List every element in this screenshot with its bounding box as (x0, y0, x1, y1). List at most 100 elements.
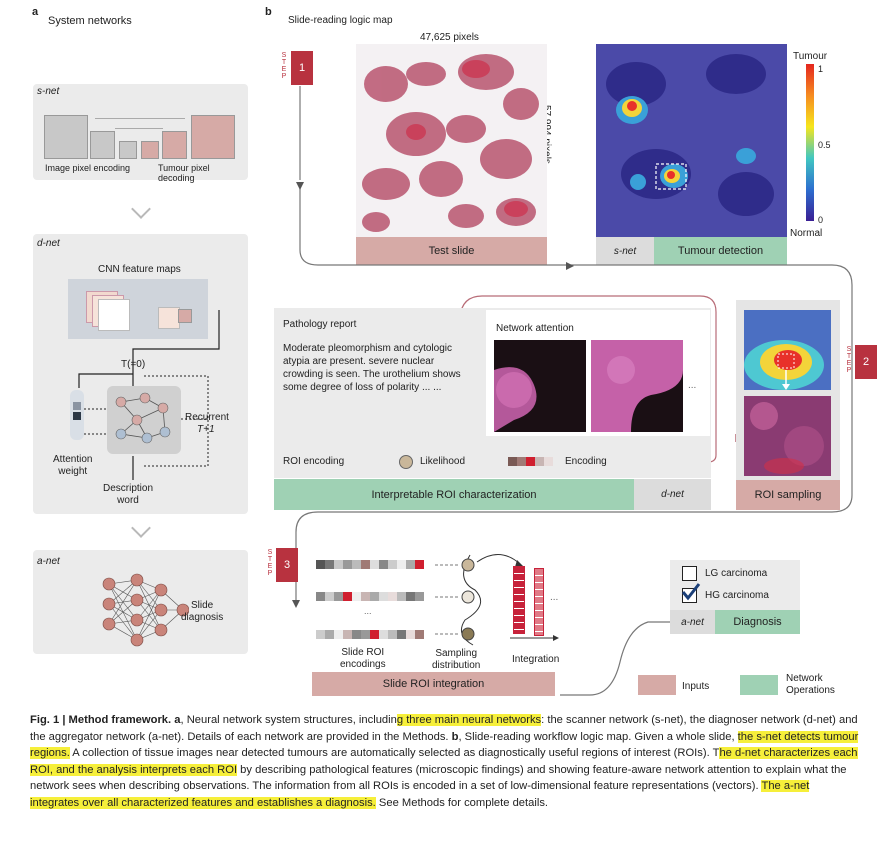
enc-cell (379, 630, 388, 639)
enc-cell (544, 457, 553, 466)
legend-inputs-label: Inputs (682, 681, 710, 692)
slide-roi-integration-label: Slide ROI integration (312, 672, 555, 696)
encoding-label: Encoding (565, 456, 607, 467)
caption-a: a (174, 714, 181, 726)
roi-encoding-row (316, 592, 424, 601)
recurrent-label: Recurrent (185, 412, 229, 423)
test-slide-image (356, 44, 547, 237)
diagnosis-label: Diagnosis (715, 610, 800, 634)
sampling-diagram (435, 554, 559, 646)
attention-image-1 (494, 340, 586, 432)
panel-b-title: Slide-reading logic map (288, 15, 393, 26)
enc-cell (406, 560, 415, 569)
flow-line (459, 295, 717, 463)
colorbar (806, 64, 814, 221)
caption-text: : the scanner network (s-net), the diagn… (30, 714, 858, 743)
attention-image-2 (591, 340, 683, 432)
enc-cell (388, 560, 397, 569)
lg-checkbox (682, 566, 697, 581)
integration-ellipsis: ... (550, 592, 559, 603)
enc-cell (535, 457, 544, 466)
attention-cell (73, 402, 81, 410)
snet-name: s-net (37, 86, 60, 97)
roi-encoding-label: ROI encoding (283, 456, 345, 467)
enc-cell (370, 560, 379, 569)
attention-map (607, 356, 683, 432)
anet-name: a-net (37, 556, 60, 567)
enc-cell (397, 592, 406, 601)
legend-inputs-swatch (638, 675, 676, 695)
step-1-badge: 1 (291, 51, 313, 85)
arrow-head (296, 182, 304, 190)
diagnosis-options-panel: LG carcinoma HG carcinoma (670, 560, 800, 610)
dnet-tag: d-net (634, 479, 711, 510)
legend-network-label: Network Operations (786, 673, 835, 696)
network-attention-box: Network attention ... (486, 310, 710, 436)
anet-tag: a-net (670, 610, 715, 634)
feature-map (178, 309, 192, 323)
t-plus-label: T+1 (197, 424, 215, 435)
feature-maps-box (68, 279, 208, 339)
arrow-head (292, 600, 300, 608)
hg-carcinoma-label: HG carcinoma (705, 590, 769, 601)
colorbar-tick-05: 0.5 (818, 140, 831, 150)
enc-cell (334, 592, 343, 601)
arrow-head (566, 262, 574, 270)
enc-cell (406, 592, 415, 601)
snet-panel: s-net Image pixel encoding Tumour pixel … (33, 84, 248, 183)
enc-cell (415, 560, 424, 569)
slide-roi-encodings-label: Slide ROI encodings (340, 647, 386, 670)
snet-decoder-block-1 (141, 141, 159, 159)
enc-cell (397, 630, 406, 639)
attention-weight-label: Attention weight (53, 454, 93, 477)
enc-cell (343, 592, 352, 601)
pathology-report-title: Pathology report (283, 319, 357, 330)
arrow-head (553, 635, 559, 641)
snet-tag: s-net (596, 237, 654, 265)
slide-diagnosis-label: Slide diagnosis (181, 600, 224, 623)
enc-cell (415, 592, 424, 601)
tumour-detection-label: Tumour detection (654, 237, 787, 265)
enc-cell (361, 630, 370, 639)
enc-cell (397, 560, 406, 569)
snet-decoder-block-2 (162, 131, 187, 159)
roi-encoding-row (316, 560, 424, 569)
feature-map (98, 299, 130, 331)
colorbar-bottom-label: Normal (790, 228, 823, 239)
likelihood-icon (399, 455, 413, 469)
enc-cell (316, 630, 325, 639)
enc-cell (361, 592, 370, 601)
enc-cell (352, 630, 361, 639)
roi-tissue (750, 402, 824, 474)
neural-net-icon (102, 573, 189, 647)
enc-cell (352, 592, 361, 601)
enc-cell (370, 592, 379, 601)
arrow-head (515, 560, 523, 567)
roi-box (777, 353, 795, 369)
colorbar-top-label: Tumour (793, 51, 828, 62)
sampling-distribution-label: Sampling distribution (432, 648, 481, 671)
arrow-line (476, 554, 521, 565)
enc-cell (370, 630, 379, 639)
snet-encoder-block-3 (119, 141, 137, 159)
lg-carcinoma-label: LG carcinoma (705, 568, 768, 579)
cnn-feature-maps-label: CNN feature maps (98, 264, 181, 275)
caption-b: b (451, 730, 459, 743)
enc-cell (517, 457, 526, 466)
rnn-block (107, 386, 181, 454)
rnn-graph-icon (115, 392, 171, 444)
attention-map (494, 367, 537, 432)
enc-cell (379, 560, 388, 569)
description-word-label: Description word (103, 483, 154, 506)
figure-caption: Fig. 1 | Method framework. a, Neural net… (30, 712, 860, 812)
roi-box (655, 163, 687, 190)
enc-cell (334, 560, 343, 569)
enc-cell (388, 592, 397, 601)
caption-highlight: g three main neural networks (396, 714, 542, 726)
enc-cell (361, 560, 370, 569)
attention-cell (73, 412, 81, 420)
enc-cell (508, 457, 517, 466)
enc-cell (316, 560, 325, 569)
